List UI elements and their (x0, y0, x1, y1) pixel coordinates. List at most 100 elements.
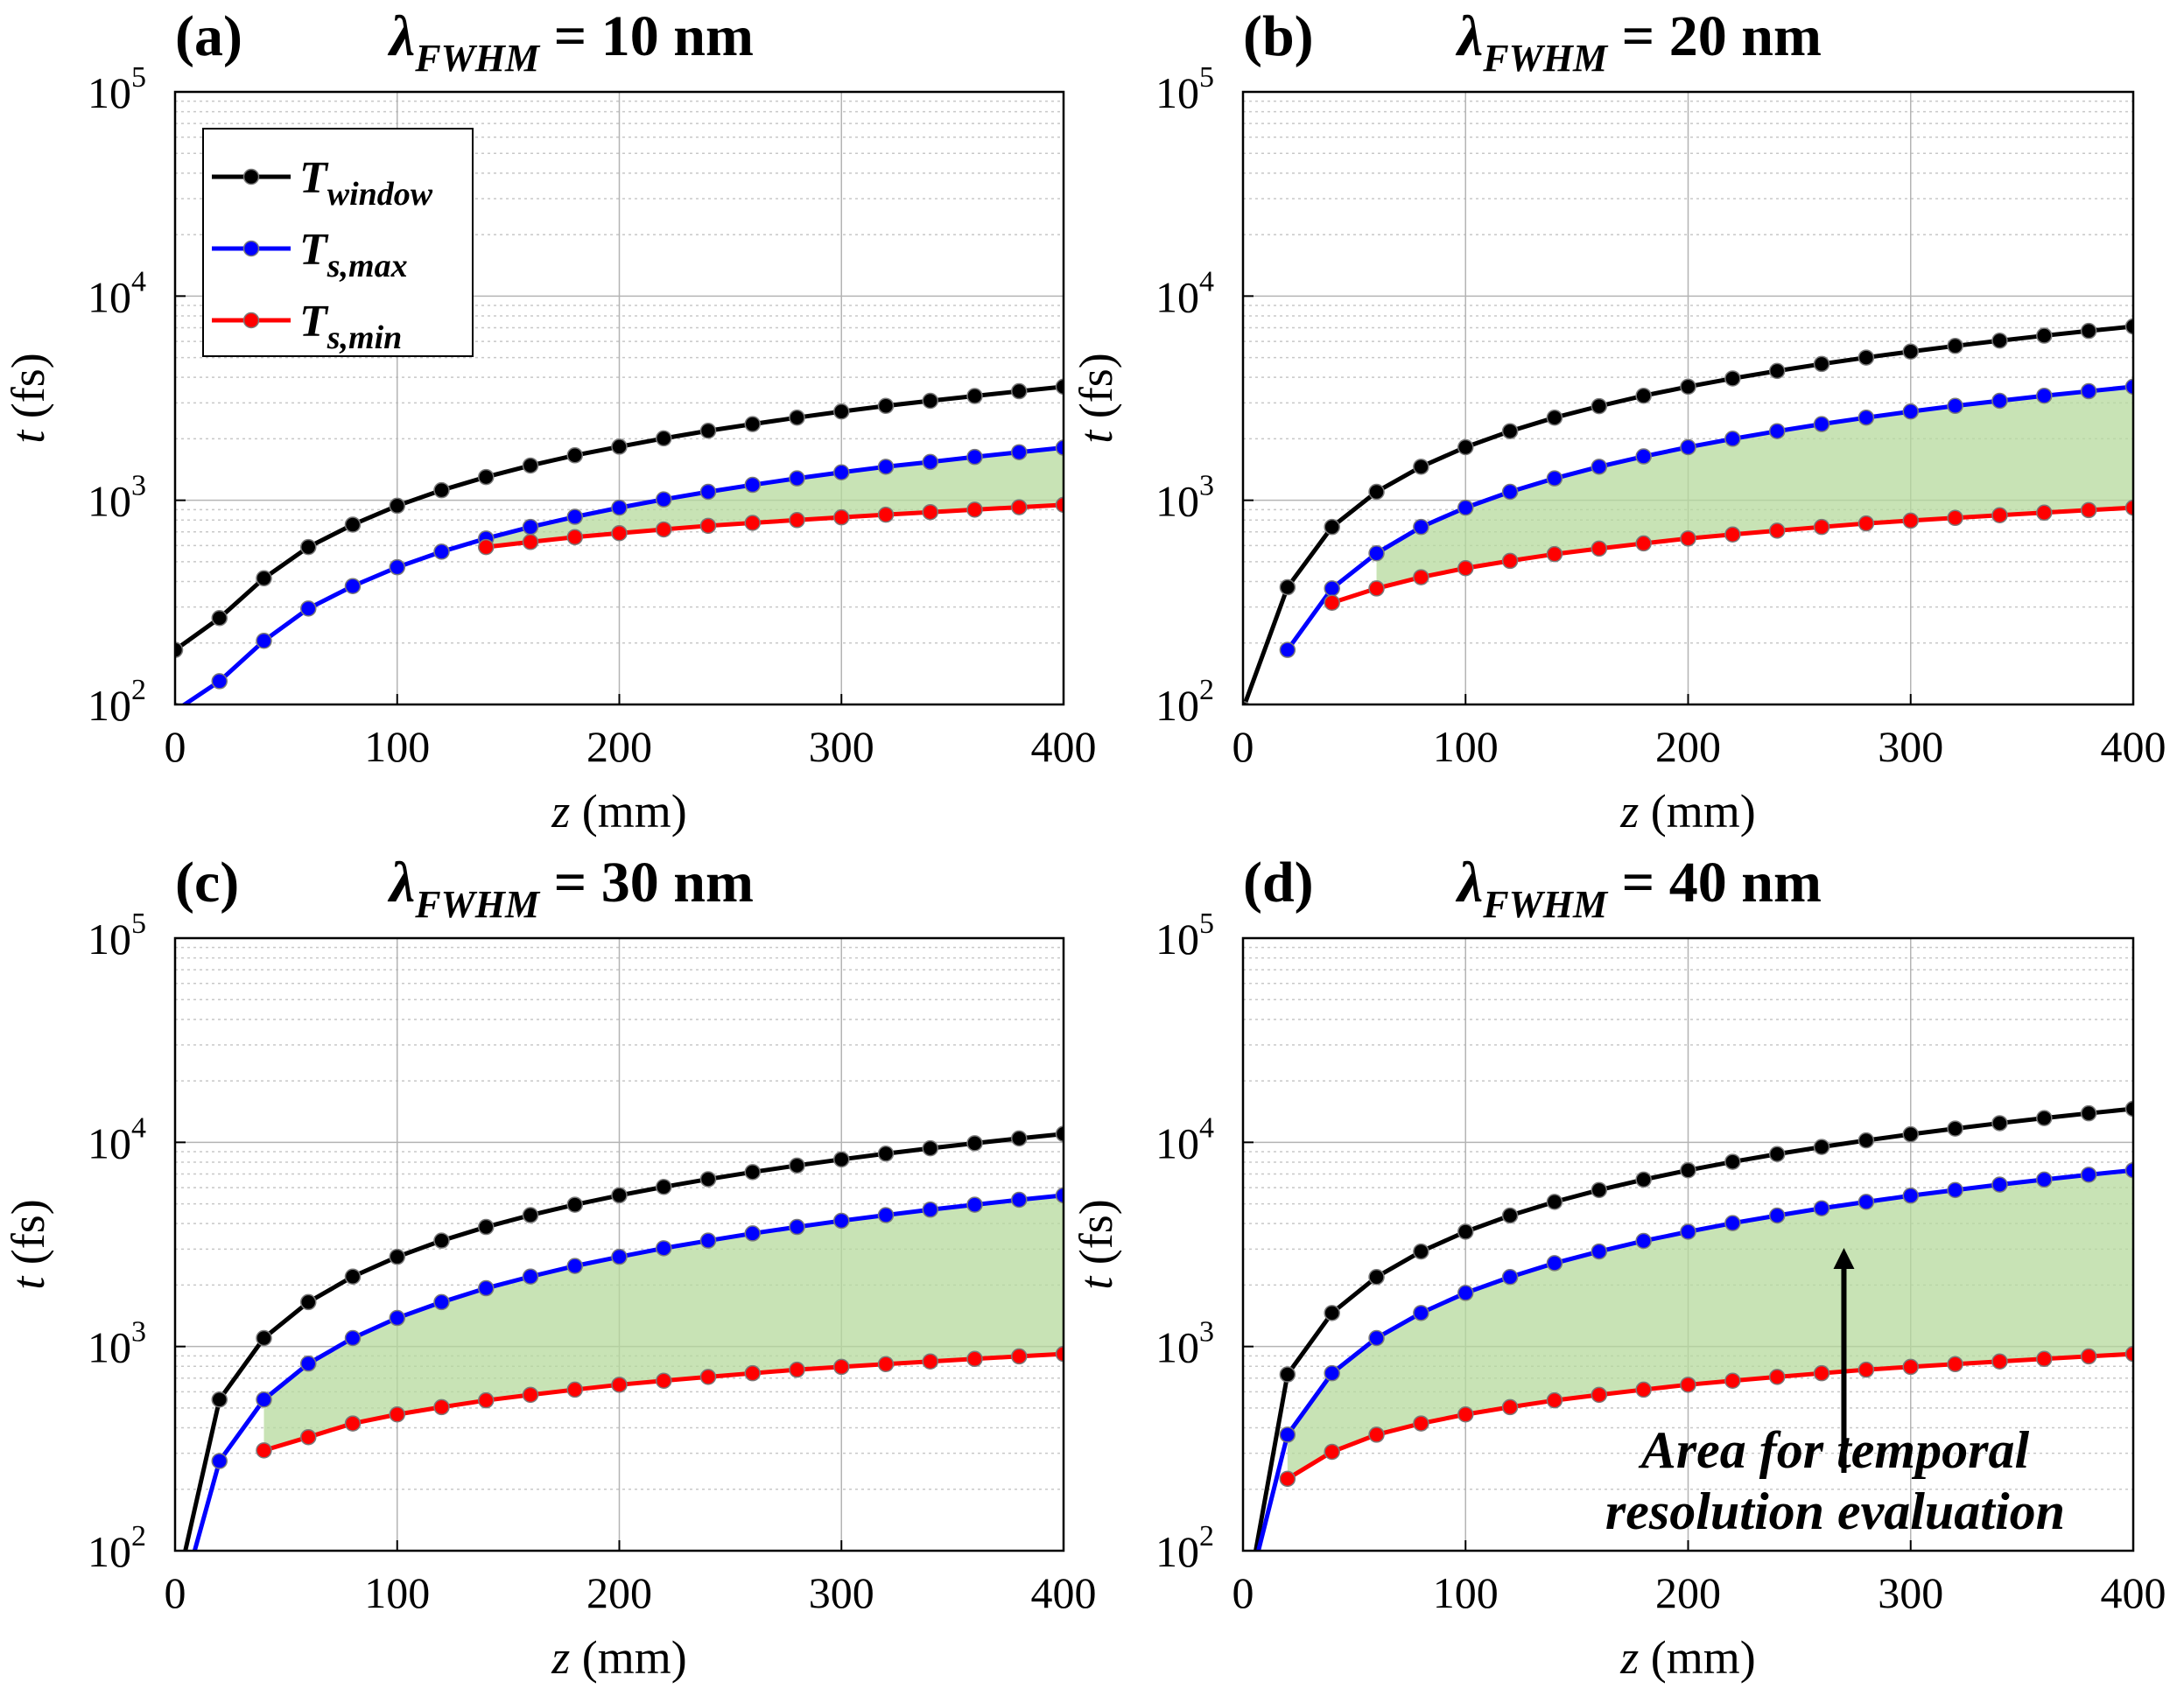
data-point (789, 409, 805, 426)
data-point (1324, 1443, 1340, 1461)
data-point (1011, 499, 1028, 515)
data-point (877, 506, 895, 523)
data-point (522, 518, 539, 536)
panel-label: (b) (1243, 4, 1314, 68)
data-point (1413, 518, 1429, 536)
data-point (433, 1293, 450, 1311)
data-point (699, 483, 717, 501)
data-point (656, 521, 672, 538)
x-tick-label: 100 (364, 722, 430, 771)
data-point (966, 1196, 983, 1213)
x-tick-label: 0 (165, 722, 186, 771)
data-point (1857, 1361, 1875, 1378)
data-point (877, 1146, 895, 1162)
data-point (478, 1218, 495, 1236)
data-point (1635, 1171, 1652, 1188)
data-point (2080, 1104, 2097, 1122)
data-point (1635, 387, 1652, 404)
data-point (2124, 1345, 2133, 1363)
series-t-window (1254, 1100, 2133, 1551)
annotation-text: Area for temporal (1638, 1421, 2030, 1479)
data-point (1591, 1181, 1608, 1199)
data-point (1546, 1194, 1563, 1210)
series-t-window (1243, 318, 2133, 704)
data-point (699, 517, 717, 535)
data-point (2124, 1161, 2133, 1179)
data-point (1724, 526, 1741, 543)
data-point (1546, 470, 1563, 487)
data-point (1680, 378, 1696, 396)
data-point (2080, 382, 2097, 400)
data-point (744, 1225, 761, 1242)
data-point (1902, 1188, 1919, 1204)
y-tick-label: 103 (1155, 470, 1214, 526)
data-point (1591, 1386, 1608, 1404)
x-tick-label: 100 (1433, 722, 1499, 771)
data-point (611, 1377, 628, 1393)
data-point (433, 1232, 450, 1249)
data-point (1368, 1329, 1385, 1347)
x-tick-label: 400 (1031, 722, 1097, 771)
data-point (389, 558, 405, 576)
data-point (1768, 522, 1786, 539)
x-tick-label: 200 (586, 1568, 652, 1617)
data-point (1279, 1426, 1296, 1443)
y-tick-label: 102 (1155, 1520, 1214, 1576)
x-tick-label: 100 (364, 1568, 430, 1617)
series-t-s-min (256, 1345, 1064, 1459)
data-point (1902, 403, 1919, 420)
data-point (1991, 1353, 2008, 1370)
chart-panel-b: 0 100 200 300 400 102 103 104 105 z (mm) t (fs) (b)… (1070, 4, 2166, 837)
data-point (1635, 1232, 1652, 1250)
y-tick-label: 105 (1155, 908, 1214, 964)
data-point (433, 481, 450, 499)
data-point (2080, 1167, 2097, 1183)
data-point (833, 464, 850, 481)
data-point (744, 1364, 761, 1382)
x-tick-label: 300 (1878, 1568, 1943, 1617)
data-point (1546, 1255, 1563, 1272)
data-point (1011, 1130, 1028, 1147)
data-point (833, 1358, 850, 1376)
data-point (1768, 362, 1786, 380)
data-point (1813, 1139, 1830, 1155)
data-point (1011, 444, 1028, 460)
data-point (611, 438, 628, 455)
data-point (699, 1369, 717, 1385)
data-point (1947, 1356, 1963, 1373)
data-point (611, 1187, 628, 1204)
data-point (1724, 1153, 1741, 1170)
data-point (1813, 1364, 1830, 1382)
data-point (389, 1406, 405, 1423)
legend-entry: Ts,min (299, 297, 402, 356)
data-point (1546, 545, 1563, 563)
data-point (1813, 518, 1830, 536)
x-tick-label: 300 (809, 722, 874, 771)
x-tick-label: 0 (1232, 1568, 1254, 1617)
y-tick-label: 104 (88, 265, 146, 321)
data-point (1011, 1191, 1028, 1209)
shaded-area (263, 1195, 1064, 1451)
data-point (478, 538, 495, 556)
data-point (1055, 496, 1064, 514)
data-point (1813, 1200, 1830, 1217)
data-point (1947, 509, 1963, 527)
data-point (2036, 327, 2053, 344)
data-point (1768, 1369, 1786, 1385)
data-point (1591, 540, 1608, 557)
data-point (175, 641, 184, 658)
data-point (1368, 580, 1385, 597)
data-point (2080, 501, 2097, 519)
data-point (211, 1391, 228, 1408)
data-point (2124, 499, 2133, 516)
series-t-s-min (1324, 499, 2133, 611)
data-point (1947, 1181, 1963, 1199)
data-point (656, 491, 672, 508)
legend-entry: Twindow (299, 153, 433, 213)
data-point (1324, 518, 1340, 536)
data-point (922, 392, 938, 410)
data-point (789, 470, 805, 487)
data-point (744, 515, 761, 531)
data-point (1055, 439, 1064, 456)
